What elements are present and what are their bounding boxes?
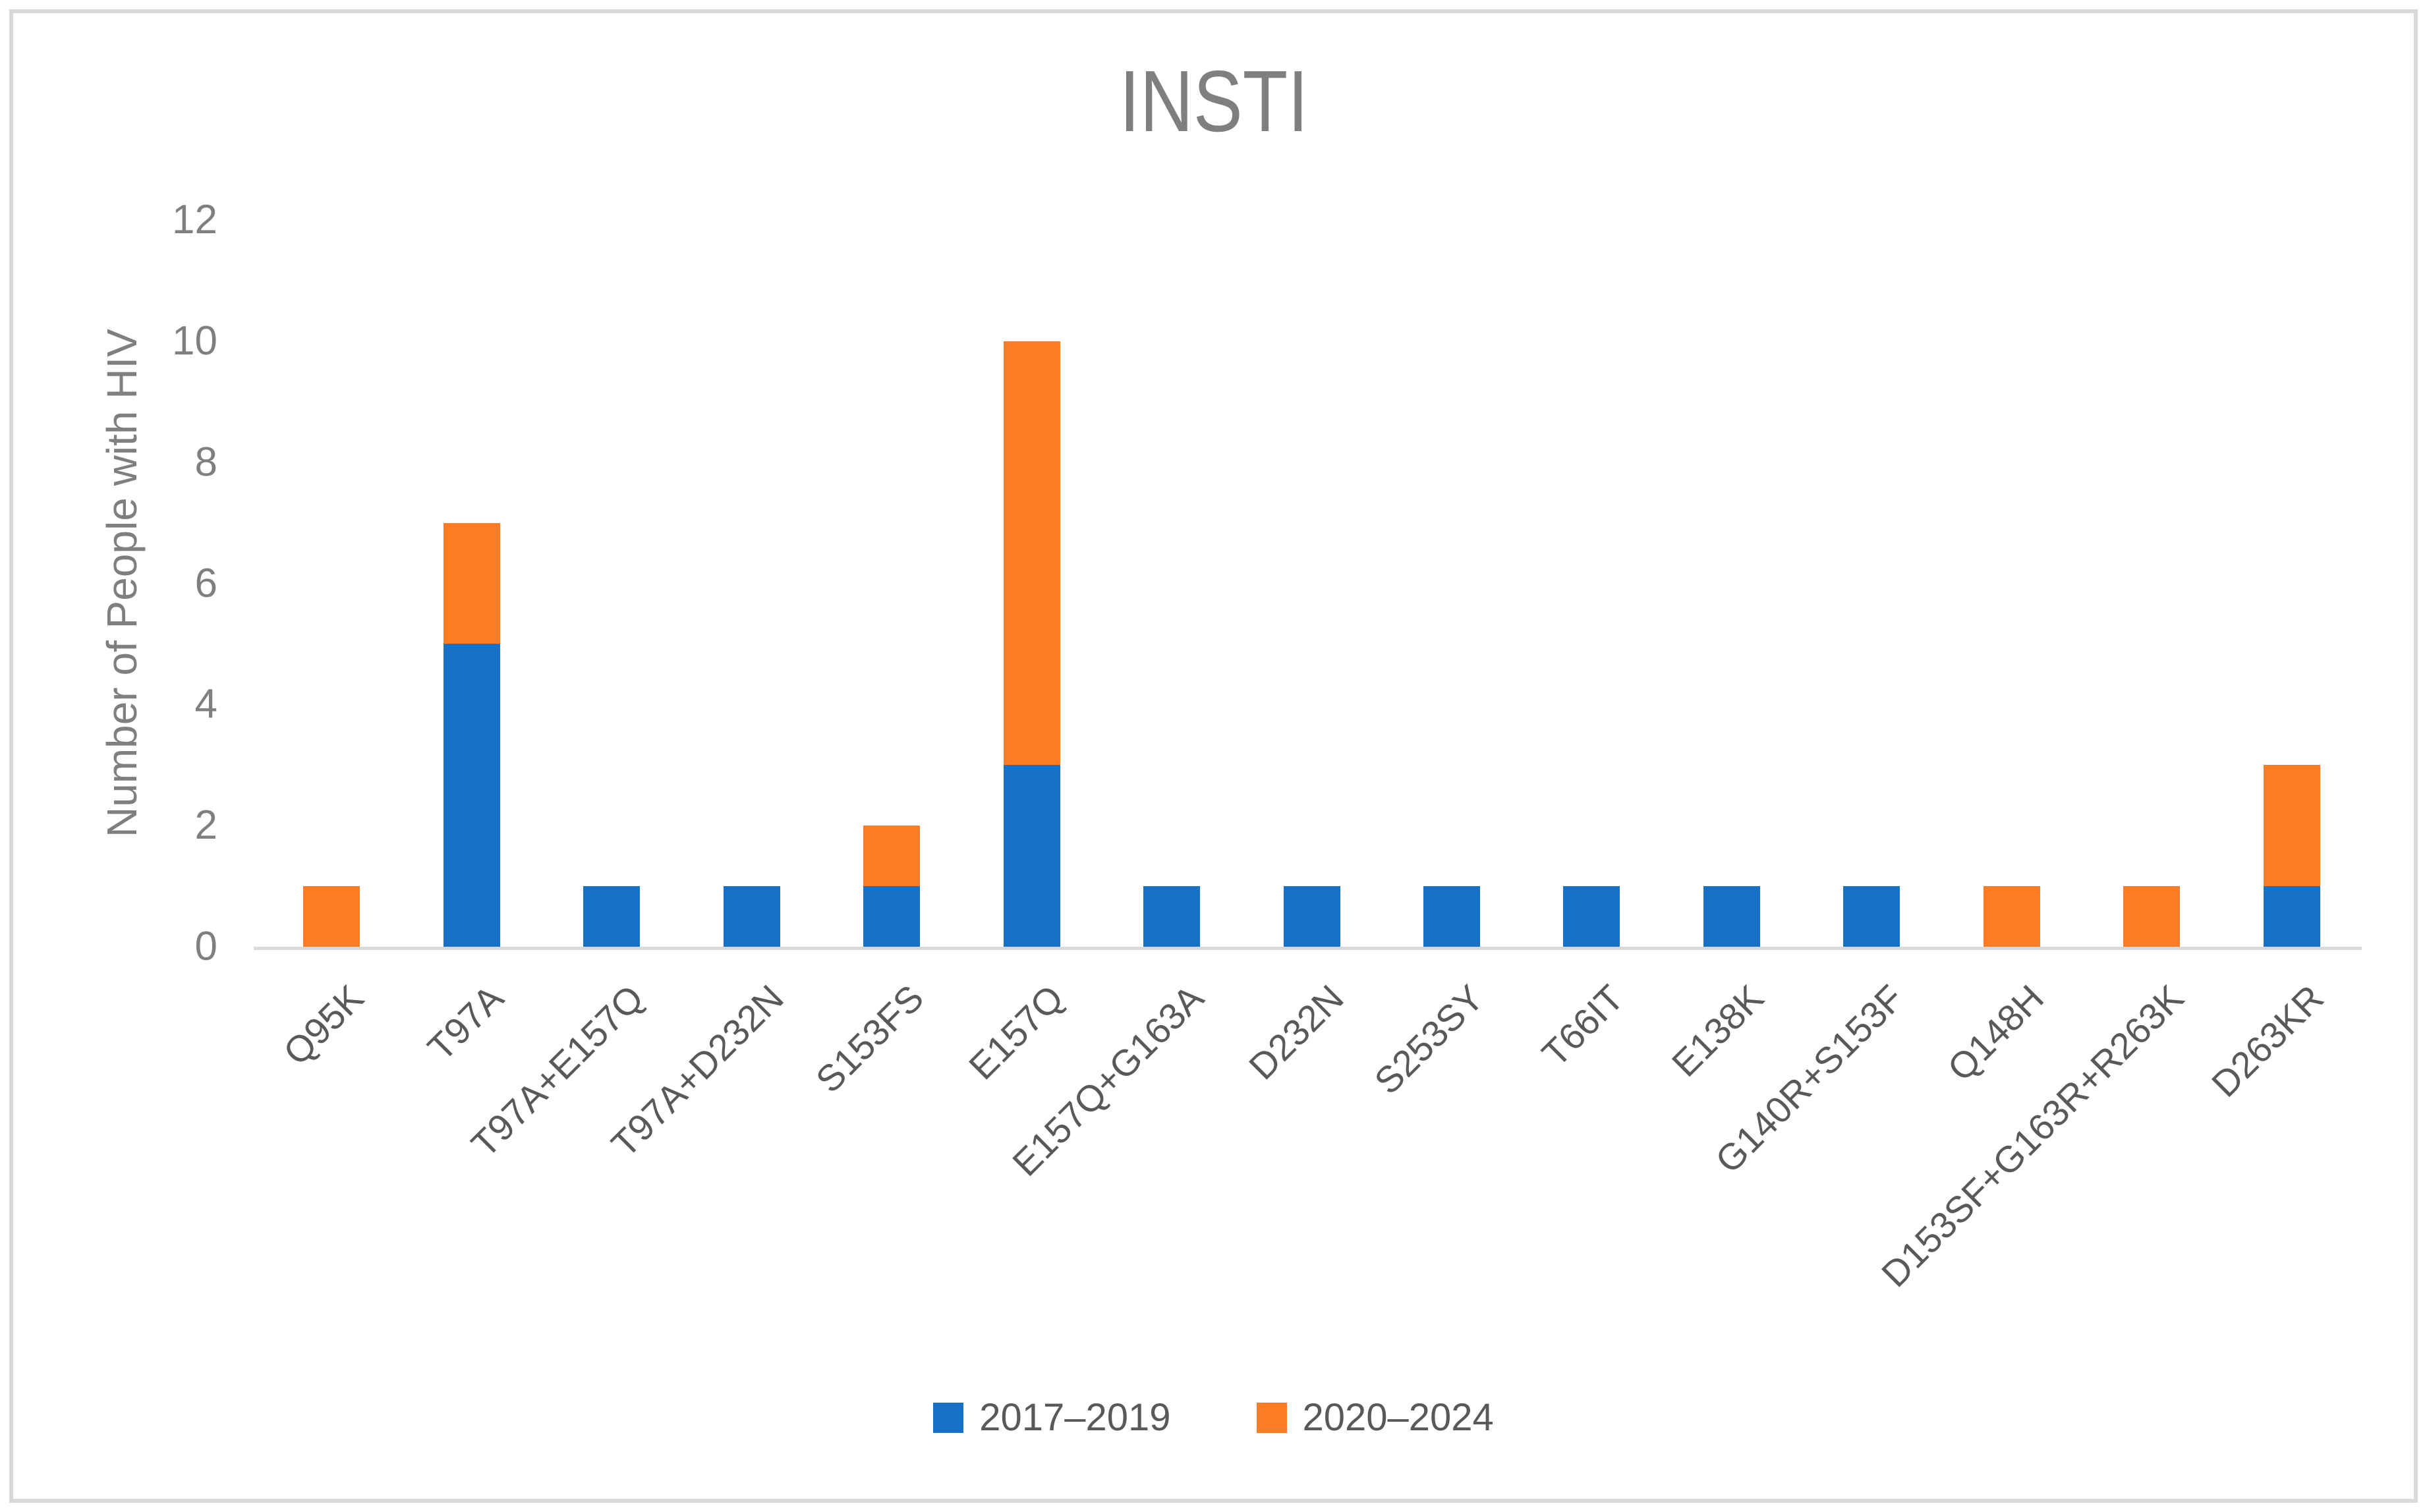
bar-segment: [1143, 886, 1201, 947]
bar-segment: [1983, 886, 2040, 947]
y-tick-label: 0: [194, 924, 217, 969]
bar-segment: [1703, 886, 1760, 947]
bar-segment: [443, 522, 500, 644]
y-tick-label: 6: [194, 560, 217, 606]
chart-title: INSTI: [1119, 53, 1308, 150]
bar-segment: [2263, 765, 2320, 887]
legend: 2017–2019 2020–2024: [0, 1395, 2427, 1440]
bar-segment: [2263, 886, 2320, 947]
legend-swatch: [933, 1402, 964, 1433]
bar-segment: [863, 826, 921, 887]
y-tick-label: 10: [172, 318, 217, 364]
y-tick-label: 4: [194, 681, 217, 727]
bar-segment: [863, 886, 921, 947]
legend-label: 2017–2019: [979, 1396, 1171, 1439]
y-tick-label: 12: [172, 197, 217, 242]
bar-segment: [2123, 886, 2181, 947]
bar-segment: [1423, 886, 1480, 947]
bar-segment: [723, 886, 780, 947]
bar-segment: [443, 644, 500, 947]
y-tick-label: 2: [194, 802, 217, 849]
y-tick-label: 8: [194, 439, 217, 485]
bar-segment: [1003, 341, 1060, 766]
bar-segment: [1843, 886, 1900, 947]
x-axis-line: [254, 947, 2362, 950]
chart-border: [9, 9, 2418, 1503]
legend-label: 2020–2024: [1302, 1396, 1494, 1439]
legend-swatch: [1256, 1402, 1287, 1433]
legend-item: 2020–2024: [1256, 1395, 1494, 1440]
bar-segment: [1003, 765, 1060, 947]
bar-segment: [1283, 886, 1340, 947]
bar-segment: [583, 886, 641, 947]
bar-segment: [303, 886, 360, 947]
bar-segment: [1563, 886, 1620, 947]
legend-item: 2017–2019: [933, 1395, 1171, 1440]
